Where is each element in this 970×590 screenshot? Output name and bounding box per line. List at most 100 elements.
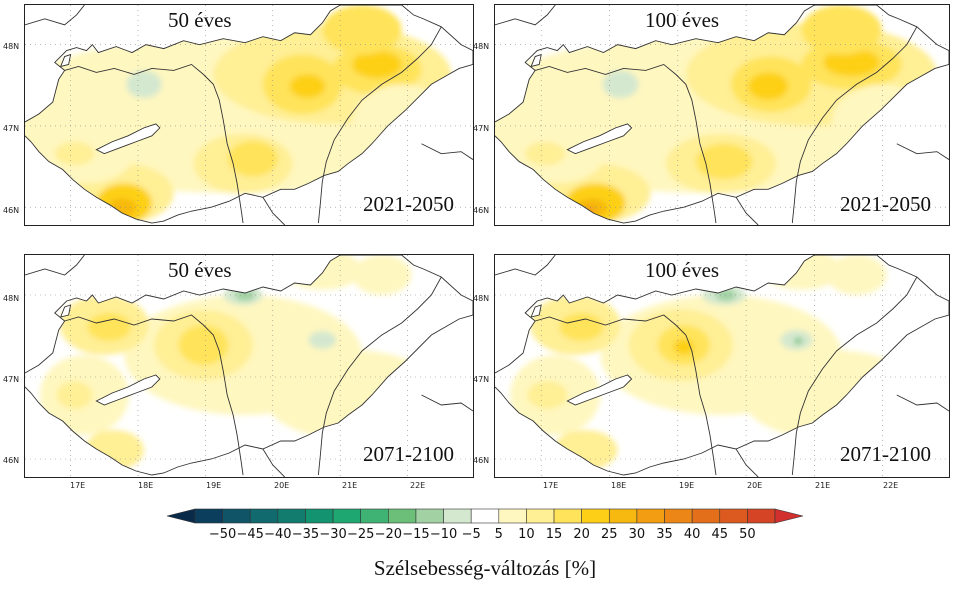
contour-blob [748,72,789,101]
river-line [65,315,243,475]
lon-label: 17E [70,481,86,490]
map-panel-4: 100 éves 2071-2100 [494,254,950,478]
colorbar-tick-label: 50 [739,527,756,542]
country-border [263,449,285,477]
contour-blob [794,338,803,344]
contour-blob [525,141,566,166]
colorbar-swatch [581,508,610,524]
river-line [318,27,441,223]
contour-blob [673,339,694,355]
map-canvas-3 [25,255,473,477]
contour-blob [352,50,402,79]
lon-label: 19E [206,481,222,490]
contour-blob [56,381,93,409]
river-line [792,27,917,223]
lon-label: 18E [138,481,154,490]
colorbar-swatch [388,508,417,524]
colorbar-tick-label: 45 [711,527,729,542]
wind-change-field [505,255,922,470]
river-line [792,277,917,475]
lat-label: 48N [473,294,490,303]
country-border [495,255,555,275]
river-line [535,64,716,223]
colorbar-swatch [608,508,638,524]
lake-balaton [567,124,631,154]
colorbar-tick-label: 30 [628,527,646,542]
lon-label: 22E [410,481,426,490]
lon-label: 22E [883,481,899,490]
colorbar-swatch [526,508,555,524]
colorbar-tick-label: −25 [346,527,375,542]
contour-blob [322,5,402,55]
river-line [535,315,716,475]
lake-balaton [96,375,159,405]
country-border [25,255,84,275]
river-line [65,64,243,223]
lon-label: 21E [342,481,358,490]
country-border [897,144,949,160]
colorbar-tick-label: 35 [656,527,673,542]
river-line [318,277,441,475]
colorbar-swatch [719,508,748,524]
contour-blob [352,255,412,295]
contour-blob [559,313,604,341]
colorbar-tick-label: 40 [683,527,701,542]
colorbar-tick-label: 5 [494,527,503,542]
lake-ferto [61,55,71,67]
contour-blob [505,315,526,327]
panel-title: 100 éves [645,8,720,32]
colorbar-tick-label: 25 [601,527,618,542]
lat-label: 47N [3,375,20,384]
graticule [25,5,473,225]
contour-blob [178,325,229,365]
country-border [25,255,473,475]
colorbar-tick-label: −15 [402,527,430,542]
lake-ferto [531,305,541,317]
colorbar-swatch [305,508,334,524]
colorbar-swatch [498,508,527,524]
colorbar-swatch [249,508,279,524]
map-panel-1: 50 éves 2021-2050 [24,4,474,226]
contour-blob [527,381,568,409]
colorbar-tick-label: 10 [518,527,535,542]
graticule [495,255,949,477]
lake-ferto [531,55,541,67]
colorbar-swatch [194,508,223,524]
contour-blob [108,198,137,219]
colorbar-tick-label: −50 [208,527,237,542]
country-border [495,255,949,475]
lon-label: 19E [679,481,695,490]
colorbar-swatch [747,508,776,524]
panel-period: 2021-2050 [363,192,454,216]
colorbar-tick-label: −45 [236,527,264,542]
map-canvas-4 [495,255,949,477]
colorbar-swatch [277,508,306,524]
panel-title: 50 éves [168,258,232,282]
contour-blob [228,140,278,177]
contour-blob [695,143,753,180]
contour-blob [801,5,882,55]
panel-title: 100 éves [645,258,720,282]
lat-label: 48N [3,42,20,51]
country-border [897,395,949,411]
wind-change-field [34,255,442,470]
contour-blob [831,84,932,164]
country-border [736,197,758,225]
country-border [263,197,285,225]
colorbar-tick-label: −30 [319,527,347,542]
colorbar-swatch [636,508,665,524]
lat-label: 46N [3,456,20,465]
map-panel-2: 100 éves 2021-2050 [494,4,950,226]
country-border [495,5,949,223]
colorbar-swatch [691,508,721,524]
contour-blob [602,70,639,99]
wind-change-field [25,5,472,224]
panel-period: 2071-2100 [363,442,454,466]
panel-period: 2071-2100 [840,442,931,466]
contour-blob [87,313,132,341]
map-canvas-2 [495,5,949,225]
colorbar-swatch [222,508,251,524]
colorbar-title: Szélsebesség-változás [%] [373,556,597,580]
colorbar-over-arrow [774,508,804,524]
contour-blob [289,74,326,99]
